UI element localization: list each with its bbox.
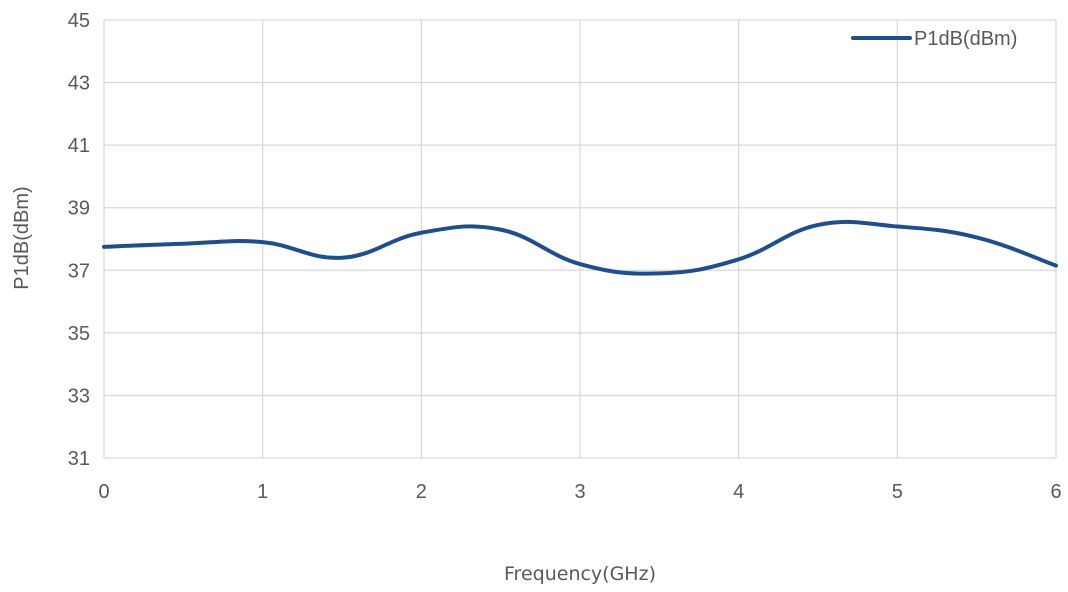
x-tick-label: 1 (257, 481, 268, 503)
x-tick-label: 0 (98, 481, 109, 503)
x-tick-label: 4 (733, 481, 744, 503)
legend-label-p1db: P1dB(dBm) (914, 28, 1017, 50)
y-tick-label: 39 (68, 198, 90, 220)
x-tick-labels: 0 1 2 3 4 5 6 (98, 481, 1061, 503)
y-axis-title: P1dB(dBm) (11, 186, 33, 289)
y-tick-label: 31 (68, 448, 90, 470)
series-line-p1db (102, 219, 1058, 276)
y-tick-label: 37 (68, 260, 90, 282)
x-tick-label: 6 (1050, 481, 1061, 503)
gridlines (103, 19, 1057, 459)
y-tick-label: 35 (68, 323, 90, 345)
x-axis-title: Frequency(GHz) (504, 563, 656, 585)
y-tick-labels: 31 33 35 37 39 41 43 45 (68, 10, 90, 470)
y-tick-label: 45 (68, 10, 90, 32)
x-tick-label: 3 (574, 481, 585, 503)
y-tick-label: 41 (68, 135, 90, 157)
x-tick-label: 2 (416, 481, 427, 503)
legend: P1dB(dBm) (851, 28, 1017, 50)
y-tick-label: 33 (68, 385, 90, 407)
series-layer (102, 219, 1058, 276)
x-tick-label: 5 (892, 481, 903, 503)
y-tick-label: 43 (68, 73, 90, 95)
